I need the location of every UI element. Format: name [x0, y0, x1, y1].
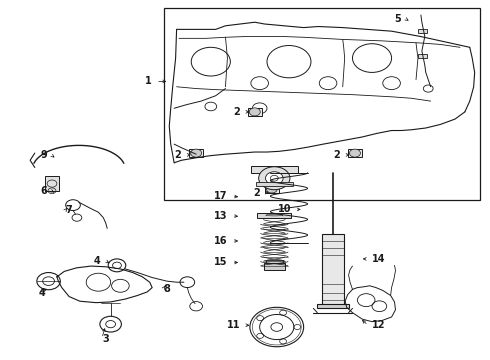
Bar	[189, 149, 203, 157]
Text: 2: 2	[233, 107, 240, 117]
Text: 2: 2	[253, 188, 260, 198]
Text: 7: 7	[66, 206, 73, 216]
Text: 17: 17	[215, 191, 228, 201]
Circle shape	[267, 185, 277, 193]
Text: 16: 16	[215, 236, 228, 246]
Bar	[251, 166, 298, 173]
Text: 2: 2	[175, 150, 181, 160]
Text: 14: 14	[372, 254, 386, 264]
Bar	[257, 213, 292, 218]
Bar	[264, 263, 285, 270]
Bar	[322, 234, 343, 306]
Text: 6: 6	[40, 186, 47, 196]
Text: 15: 15	[215, 257, 228, 267]
Text: 10: 10	[278, 204, 292, 215]
Circle shape	[349, 149, 361, 157]
Circle shape	[191, 149, 201, 157]
Text: 1: 1	[146, 76, 152, 86]
Bar	[45, 176, 59, 191]
Text: 12: 12	[372, 320, 386, 330]
Circle shape	[266, 172, 283, 185]
Text: 11: 11	[226, 320, 240, 330]
Text: 8: 8	[163, 284, 170, 294]
Text: 4: 4	[39, 288, 46, 298]
Text: 2: 2	[334, 150, 340, 160]
Bar	[348, 149, 362, 157]
Bar	[256, 182, 293, 186]
Text: 5: 5	[394, 14, 401, 24]
Bar	[266, 260, 283, 263]
Text: 4: 4	[94, 256, 101, 266]
Text: 13: 13	[215, 211, 228, 221]
Bar	[265, 185, 279, 193]
Text: 9: 9	[40, 150, 47, 160]
Circle shape	[259, 167, 290, 190]
Text: 3: 3	[102, 333, 109, 343]
Bar	[164, 8, 480, 200]
Bar	[318, 304, 348, 309]
Bar	[418, 30, 427, 33]
Bar	[418, 54, 427, 58]
Circle shape	[249, 108, 260, 116]
Bar	[248, 108, 262, 116]
